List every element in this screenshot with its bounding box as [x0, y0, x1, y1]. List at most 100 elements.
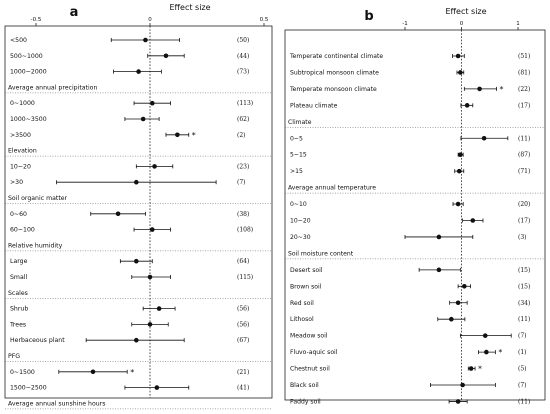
estimate-point: [156, 306, 162, 311]
row-label: Red soil: [290, 300, 314, 307]
row-label: 0~60: [10, 211, 27, 218]
sample-size: (7): [518, 333, 527, 340]
x-tick-label: 0: [148, 17, 152, 23]
row-label: 20~30: [290, 234, 311, 241]
row-label: >30: [10, 179, 23, 186]
group-label: PFG: [8, 353, 20, 360]
sample-size: (5): [518, 366, 527, 373]
sample-size: (11): [518, 135, 530, 142]
sample-size: (20): [518, 201, 530, 208]
row-label: 5~15: [290, 152, 307, 159]
sample-size: (56): [237, 321, 249, 328]
x-tick-label: 0.5: [260, 17, 269, 23]
row-label: Temperate continental climate: [289, 53, 383, 60]
row-label: 500~1000: [10, 53, 43, 60]
sample-size: (11): [518, 316, 530, 323]
row-label: 10~20: [290, 218, 311, 225]
significance-marker: *: [478, 365, 482, 374]
row-label: Black soil: [290, 382, 319, 389]
estimate-point: [149, 100, 155, 106]
row-label: Desert soil: [290, 267, 323, 274]
x-tick-label: -1: [402, 21, 407, 27]
row-label: Fluvo-aquic soil: [290, 349, 338, 356]
row-label: 0~5: [290, 135, 303, 142]
row-label: Herbaceous plant: [10, 337, 65, 344]
group-label: Elevation: [8, 148, 37, 155]
sample-size: (67): [237, 337, 249, 344]
sample-size: (115): [237, 274, 253, 281]
estimate-point: [154, 385, 160, 390]
chart-title: Effect size: [445, 7, 486, 16]
row-label: <500: [10, 37, 27, 44]
x-tick-label: 1: [516, 21, 520, 27]
row-label: Subtropical monsoon climate: [290, 69, 379, 76]
estimate-point: [90, 369, 96, 375]
sample-size: (38): [237, 211, 249, 218]
estimate-point: [149, 227, 155, 232]
estimate-point: [470, 218, 476, 223]
group-label: Climate: [288, 119, 312, 126]
group-label: Scales: [8, 290, 28, 297]
estimate-point: [464, 103, 470, 108]
estimate-point: [460, 382, 465, 388]
significance-marker: *: [192, 131, 196, 140]
plot-frame: [4, 25, 273, 399]
panel-label: a: [70, 5, 79, 20]
group-label: Relative humidity: [8, 242, 63, 249]
row-label: Small: [10, 274, 27, 281]
group-label: Average annual precipitation: [8, 84, 97, 91]
row-label: Temperate monsoon climate: [289, 86, 377, 93]
estimate-point: [484, 349, 489, 355]
estimate-point: [458, 70, 463, 75]
estimate-point: [455, 53, 461, 59]
row-label: Shrub: [10, 306, 28, 313]
plot-frame: [284, 29, 546, 401]
significance-marker: *: [500, 85, 504, 94]
row-label: >15: [290, 168, 303, 175]
significance-marker: *: [130, 368, 134, 377]
row-label: Lithosol: [290, 316, 314, 323]
estimate-point: [152, 164, 157, 169]
sample-size: (23): [237, 163, 249, 170]
sample-size: (7): [237, 179, 246, 186]
x-tick-label: -0.5: [31, 17, 42, 23]
sample-size: (87): [518, 152, 530, 159]
sample-size: (22): [518, 86, 530, 93]
estimate-point: [134, 258, 139, 264]
estimate-point: [455, 399, 461, 404]
sample-size: (41): [237, 385, 249, 392]
row-label: 0~1500: [10, 369, 35, 376]
sample-size: (44): [237, 53, 249, 60]
row-label: Plateau climate: [290, 102, 338, 109]
estimate-point: [449, 316, 454, 322]
row-label: Paddy soil: [290, 398, 321, 405]
estimate-point: [482, 333, 488, 338]
estimate-point: [455, 300, 461, 306]
sample-size: (56): [237, 306, 249, 313]
estimate-point: [455, 201, 461, 207]
row-label: 1000~3500: [10, 116, 47, 123]
sample-size: (108): [237, 227, 253, 234]
estimate-point: [147, 322, 153, 327]
chart-title: Effect size: [169, 3, 210, 12]
sample-size: (71): [518, 168, 530, 175]
sample-size: (51): [518, 53, 530, 60]
sample-size: (2): [237, 132, 246, 139]
row-label: 0~1000: [10, 100, 35, 107]
sample-size: (17): [518, 218, 530, 225]
sample-size: (62): [237, 116, 249, 123]
estimate-point: [163, 53, 169, 59]
sample-size: (64): [237, 258, 249, 265]
row-label: >3500: [10, 132, 31, 139]
estimate-point: [468, 366, 474, 371]
sample-size: (50): [237, 37, 249, 44]
sample-size: (34): [518, 300, 530, 307]
sample-size: (1): [518, 349, 527, 356]
estimate-point: [134, 337, 139, 343]
sample-size: (15): [518, 283, 530, 290]
sample-size: (3): [518, 234, 527, 241]
row-label: 1000~2000: [10, 69, 47, 76]
estimate-point: [462, 284, 467, 289]
